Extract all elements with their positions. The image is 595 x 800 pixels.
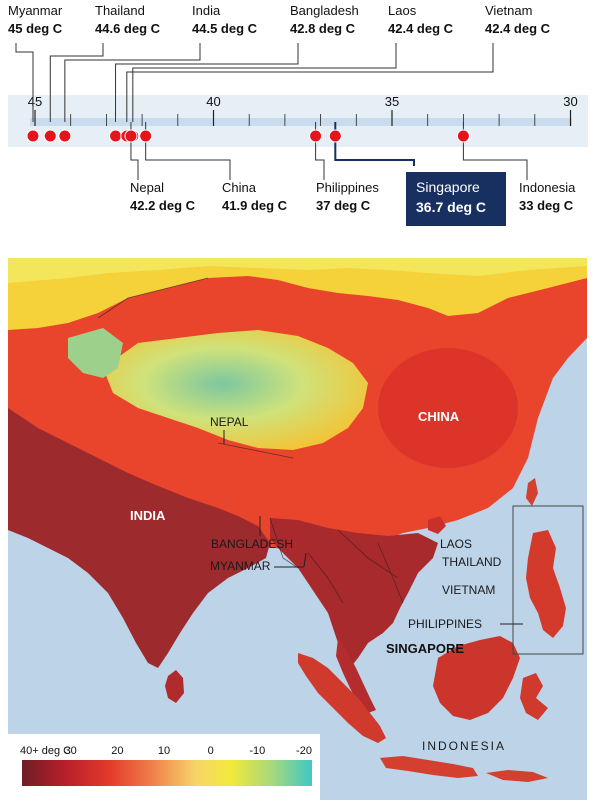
country-value-thailand: 44.6 deg C — [95, 21, 161, 36]
map-label-laos: LAOS — [440, 537, 472, 551]
map-label-singapore: SINGAPORE — [386, 641, 464, 656]
country-name-myanmar: Myanmar — [8, 3, 63, 18]
land-india — [8, 408, 270, 668]
north-yellow-band — [8, 258, 587, 330]
dot-india — [58, 129, 72, 143]
dot-china — [139, 129, 153, 143]
country-name-laos: Laos — [388, 3, 417, 18]
north-light-band — [8, 258, 587, 283]
dot-bangladesh — [109, 129, 123, 143]
scale-tick-label: 30 — [563, 94, 577, 109]
legend-label: -10 — [249, 745, 265, 757]
legend-gradient-bar — [22, 760, 312, 786]
scale-tick-label: 40 — [206, 94, 220, 109]
land-philippines — [526, 530, 566, 638]
temperature-scale-chart: 45 40 35 30 Myanmar 45 deg C Thailand 44.6 deg… — [8, 3, 588, 226]
scale-bar — [8, 95, 588, 147]
china-hot-zone — [378, 348, 518, 468]
legend-label: 40+ deg C — [20, 745, 71, 757]
temperature-legend: 40+ deg C30 20 10 0 -10 -20 — [8, 734, 320, 800]
temperature-map: CHINA INDIA NEPAL BANGLADESH MYANMAR LAO… — [8, 258, 587, 800]
land-sumatra — [298, 653, 386, 743]
country-name-thailand: Thailand — [95, 3, 145, 18]
dot-indonesia — [456, 129, 470, 143]
map-label-nepal: NEPAL — [210, 415, 249, 429]
scale-tick-label: 35 — [385, 94, 399, 109]
land-taiwan — [526, 478, 538, 506]
leader-india — [64, 43, 201, 122]
country-labels: Myanmar 45 deg C Thailand 44.6 deg C India 44… — [8, 3, 576, 226]
west-mountains — [68, 328, 123, 378]
country-value-bangladesh: 42.8 deg C — [290, 21, 356, 36]
legend-label: 20 — [111, 745, 123, 757]
country-borders — [97, 277, 404, 604]
dot-philippines — [309, 129, 323, 143]
country-name-india: India — [192, 3, 221, 18]
map-label-thailand: THAILAND — [442, 555, 502, 569]
philippines-inset-box — [512, 505, 584, 655]
dot-myanmar — [26, 129, 40, 143]
country-name-indonesia: Indonesia — [519, 180, 576, 195]
land-sulawesi — [520, 673, 548, 720]
land-hainan — [428, 516, 446, 534]
country-value-india: 44.5 deg C — [192, 21, 258, 36]
country-name-china: China — [222, 180, 257, 195]
country-value-indonesia: 33 deg C — [519, 198, 574, 213]
legend-label: 10 — [158, 745, 170, 757]
dot-singapore — [328, 129, 342, 143]
leader-myanmar — [15, 43, 34, 122]
country-value-nepal: 42.2 deg C — [130, 198, 196, 213]
land-indochina — [270, 518, 438, 668]
legend-labels: 40+ deg C30 20 10 0 -10 -20 — [20, 745, 312, 757]
land-java — [380, 756, 478, 778]
map-label-myanmar: MYANMAR — [210, 559, 271, 573]
dot-thailand — [43, 129, 57, 143]
country-name-philippines: Philippines — [316, 180, 379, 195]
land-malay-peninsula — [336, 638, 376, 713]
map-label-philippines: PHILIPPINES — [408, 617, 482, 631]
country-value-myanmar: 45 deg C — [8, 21, 63, 36]
land-lesser-sunda — [486, 770, 548, 782]
map-label-bangladesh: BANGLADESH — [211, 537, 293, 551]
map-label-india: INDIA — [130, 508, 166, 523]
land-borneo — [433, 636, 520, 720]
country-name-singapore: Singapore — [416, 179, 480, 195]
map-label-vietnam: VIETNAM — [442, 583, 495, 597]
scale-tick-label: 45 — [28, 94, 42, 109]
tibetan-plateau — [103, 330, 368, 450]
temperature-dots — [26, 129, 470, 143]
country-value-vietnam: 42.4 deg C — [485, 21, 551, 36]
leader-laos — [132, 43, 397, 122]
highlight-box-singapore — [406, 172, 506, 226]
dot-nepal — [124, 129, 138, 143]
leader-vietnam — [126, 43, 494, 122]
country-value-singapore: 36.7 deg C — [416, 199, 486, 215]
land-sri-lanka — [165, 670, 184, 703]
legend-label: 30 — [65, 745, 77, 757]
scale-ticks: 45 40 35 30 — [28, 94, 578, 126]
legend-label: -20 — [296, 745, 312, 757]
map-label-indonesia: INDONESIA — [422, 739, 506, 753]
leader-bangladesh — [115, 43, 299, 122]
country-value-laos: 42.4 deg C — [388, 21, 454, 36]
leader-thailand — [49, 43, 104, 122]
legend-label: 0 — [208, 745, 214, 757]
country-name-bangladesh: Bangladesh — [290, 3, 359, 18]
country-value-philippines: 37 deg C — [316, 198, 371, 213]
map-label-china: CHINA — [418, 409, 460, 424]
country-name-nepal: Nepal — [130, 180, 164, 195]
myanmar-leader-2 — [303, 552, 307, 568]
country-value-china: 41.9 deg C — [222, 198, 288, 213]
country-name-vietnam: Vietnam — [485, 3, 532, 18]
